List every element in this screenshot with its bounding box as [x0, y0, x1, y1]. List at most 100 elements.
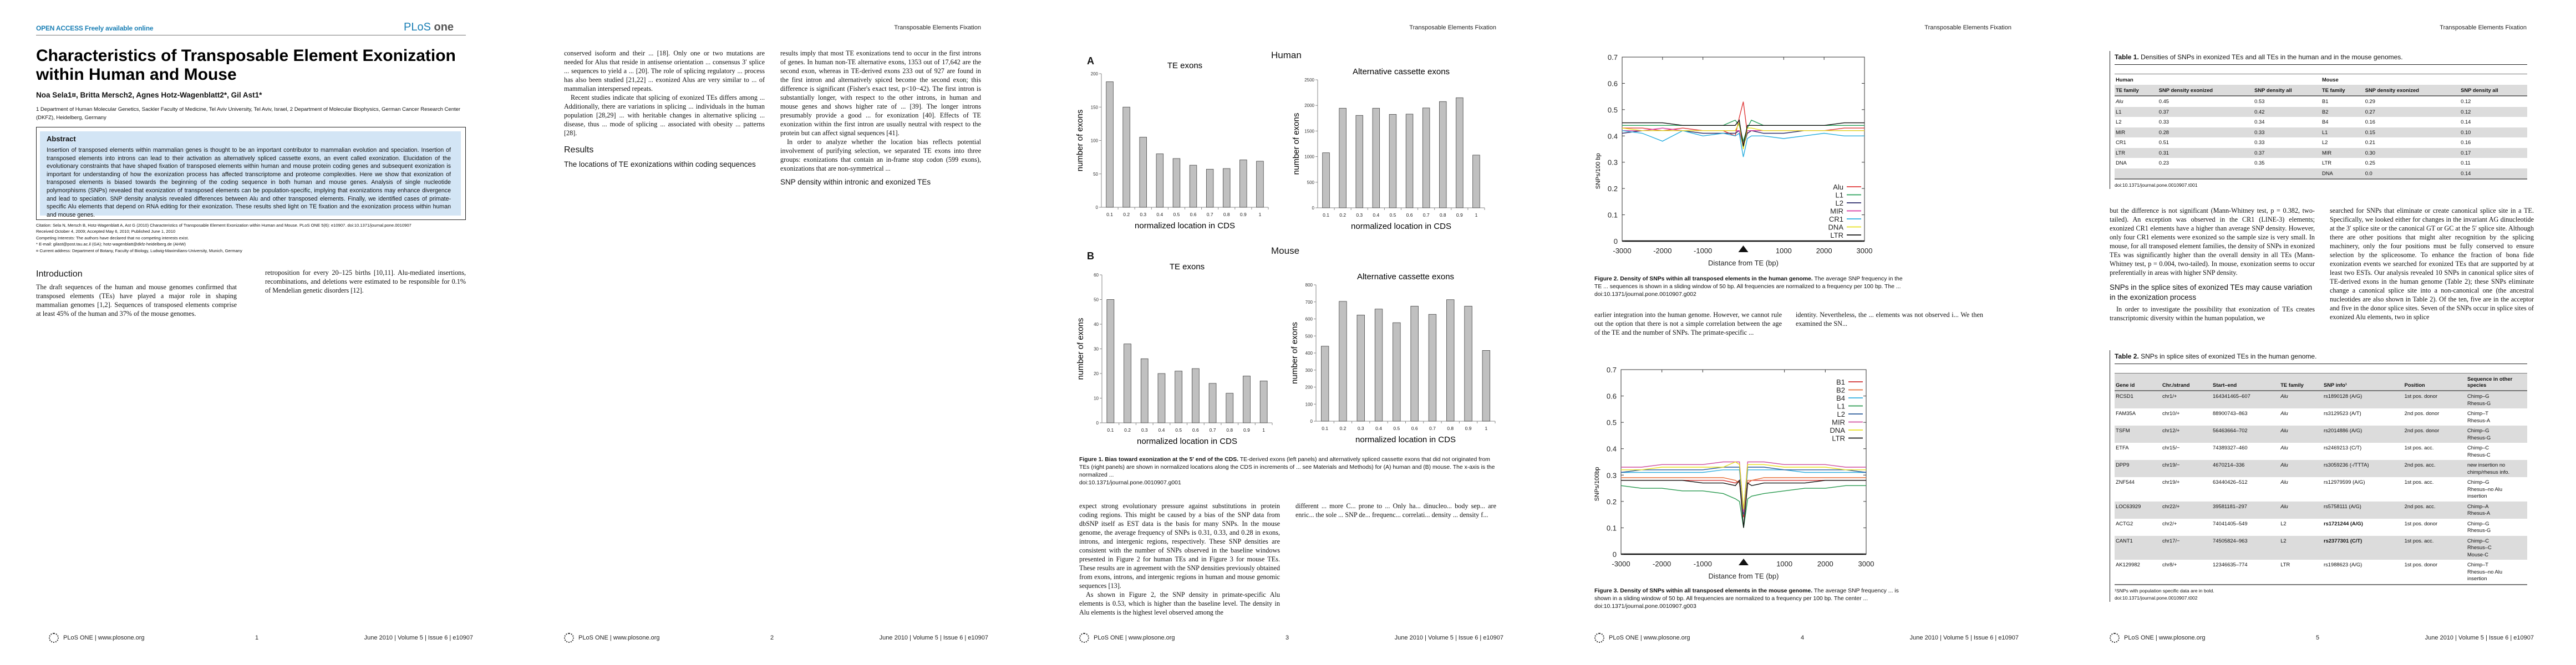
email[interactable]: * E-mail: gilast@post.tau.ac.il (GA); ho…: [36, 242, 186, 247]
bar: [1122, 106, 1130, 208]
y-tick-label: 50: [1094, 298, 1099, 303]
table-cell: 4670214–336: [2212, 460, 2280, 477]
page-number: 2: [770, 635, 774, 641]
table-cell: chr10/+: [2162, 410, 2180, 416]
y-tick-label: 50: [1093, 172, 1098, 177]
y-tick-label: 200: [1305, 385, 1313, 390]
page5-column-right: searched for SNPs that eliminate or crea…: [2330, 206, 2534, 321]
results-subheading: The locations of TE exonizations within …: [564, 160, 756, 168]
y-tick-label: 0.7: [1608, 53, 1618, 62]
bar: [1355, 115, 1363, 208]
x-tick-label: 0.3: [1358, 426, 1364, 431]
logo-plos: PLoS: [404, 21, 431, 33]
paragraph: Recent studies indicate that splicing of…: [564, 94, 765, 137]
footer-site[interactable]: PLoS ONE | www.plosone.org: [2124, 635, 2206, 641]
y-tick-label: 30: [1094, 347, 1099, 352]
bar: [1256, 161, 1264, 208]
footer-site[interactable]: PLoS ONE | www.plosone.org: [63, 635, 145, 641]
paragraph: but the difference is not significant (M…: [2110, 207, 2315, 277]
table-cell: DNA: [2320, 168, 2364, 179]
table-cell: Alu: [2279, 391, 2323, 408]
legend-label: B2: [1836, 386, 1845, 395]
table-cell: 39581181–297: [2212, 501, 2280, 519]
chart-title: TE exons: [1170, 262, 1205, 272]
legend-label: Alu: [1833, 183, 1843, 191]
table-cell: CR1: [2116, 139, 2126, 145]
table-cell: 2nd pos. acc.: [2403, 501, 2466, 519]
page-2: Transposable Elements Fixation conserved…: [515, 0, 1030, 665]
series-line-l2: [1620, 467, 1867, 515]
y-tick-label: 2000: [1304, 103, 1314, 108]
x-tick-label: 0.2: [1340, 426, 1347, 431]
plos-one-logo: PLoS one: [404, 21, 454, 34]
y-tick-label: 0.1: [1608, 211, 1618, 219]
bar: [1428, 314, 1437, 422]
table-cell: Alu: [2279, 460, 2323, 477]
y-tick-label: 400: [1305, 351, 1313, 356]
table2-doi[interactable]: doi:10.1371/journal.pone.0010907.t002: [2115, 595, 2198, 601]
x-tick-label: 0.1: [1107, 427, 1114, 433]
table-cell: rs1721244 (A/G): [2323, 520, 2363, 526]
page4-column-left: earlier integration into the human genom…: [1594, 310, 1782, 337]
table-cell: 0.16: [2365, 119, 2375, 125]
panel-letter-b: B: [1087, 250, 1094, 262]
table-cell: 0.34: [2254, 119, 2265, 125]
table-cell: 1st pos. acc.: [2404, 444, 2434, 451]
table-cell: rs1988623 (A/G): [2323, 561, 2362, 567]
x-tick-label: 1: [1262, 427, 1265, 433]
column-header: Gene id: [2115, 373, 2161, 391]
table1-doi[interactable]: doi:10.1371/journal.pone.0010907.t001: [2115, 182, 2198, 188]
bar: [1374, 309, 1383, 422]
figure3-caption-title: Figure 3. Density of SNPs within all tra…: [1594, 588, 1813, 594]
figure1-doi[interactable]: doi:10.1371/journal.pone.0010907.g001: [1079, 480, 1181, 486]
page2-column-left: conserved isoform and their ... [18]. On…: [564, 49, 765, 172]
bar: [1192, 368, 1200, 423]
bar: [1124, 344, 1131, 423]
footer-site[interactable]: PLoS ONE | www.plosone.org: [578, 635, 660, 641]
legend-label: MIR: [1830, 207, 1843, 216]
footer-issue: June 2010 | Volume 5 | Issue 6 | e10907: [1394, 635, 1503, 641]
legend-label: DNA: [1828, 223, 1844, 232]
paragraph: searched for SNPs that eliminate or crea…: [2330, 207, 2534, 321]
table2-caption-text: SNPs in splice sites of exonized TEs in …: [2141, 352, 2317, 360]
footer-site[interactable]: PLoS ONE | www.plosone.org: [1094, 635, 1175, 641]
column-header: Start–end: [2212, 373, 2280, 391]
table-cell: rs2377301 (C/T): [2322, 535, 2404, 560]
x-tick-label: 0.9: [1240, 212, 1247, 217]
figure3-doi[interactable]: doi:10.1371/journal.pone.0010907.g003: [1594, 603, 1696, 610]
table-cell: MIR: [2115, 127, 2158, 137]
paragraph: The draft sequences of the human and mou…: [36, 283, 237, 318]
y-tick-label: 10: [1094, 396, 1099, 401]
bar: [1239, 160, 1247, 208]
footer-site[interactable]: PLoS ONE | www.plosone.org: [1609, 635, 1690, 641]
x-tick-label: 2000: [1816, 247, 1832, 255]
series-line-dna: [1622, 121, 1864, 150]
current-address: ¤ Current address: Department of Botany,…: [36, 248, 242, 253]
figure3-caption-text: The average SNP frequency ... is shown i…: [1594, 588, 1899, 602]
x-tick-label: 0.7: [1207, 212, 1213, 217]
logo-one: one: [434, 21, 454, 33]
chart-title: TE exons: [1167, 61, 1202, 70]
y-tick-label: 200: [1091, 71, 1099, 76]
x-tick-label: -1000: [1694, 560, 1712, 568]
x-tick-label: 0.1: [1322, 426, 1328, 431]
figure1-caption: Figure 1. Bias toward exonization at the…: [1079, 456, 1501, 487]
figure2-doi[interactable]: doi:10.1371/journal.pone.0010907.g002: [1594, 291, 1696, 298]
te-position-marker-icon: [1738, 245, 1749, 252]
table-cell: RCSD1: [2115, 391, 2161, 408]
page-number: 1: [255, 635, 259, 641]
x-tick-label: 3000: [1857, 247, 1873, 255]
y-tick-label: 600: [1305, 317, 1313, 322]
figure2-caption-text: The average SNP frequency in the TE ... …: [1594, 276, 1903, 290]
legend-label: B4: [1836, 394, 1845, 402]
table-cell: CANT1: [2115, 535, 2161, 560]
page-number: 3: [1286, 635, 1289, 641]
table1-mouse-label: Mouse: [2321, 76, 2339, 83]
table-cell: LTR: [2280, 561, 2290, 567]
table-cell: Chimp–G Rhesus–no Alu insertion: [2467, 479, 2503, 499]
table-cell: rs5758111 (A/G): [2322, 501, 2404, 519]
x-tick-label: 0.1: [1323, 212, 1329, 218]
x-tick-label: 0.4: [1373, 212, 1379, 218]
y-tick-label: 500: [1307, 180, 1315, 185]
figure1-mouse-te-exons-chart: TE exons 0 10 20 30 40 50 60 0.1 0.2 0.3 0.4 0.5 0.6 0…: [1076, 262, 1273, 446]
